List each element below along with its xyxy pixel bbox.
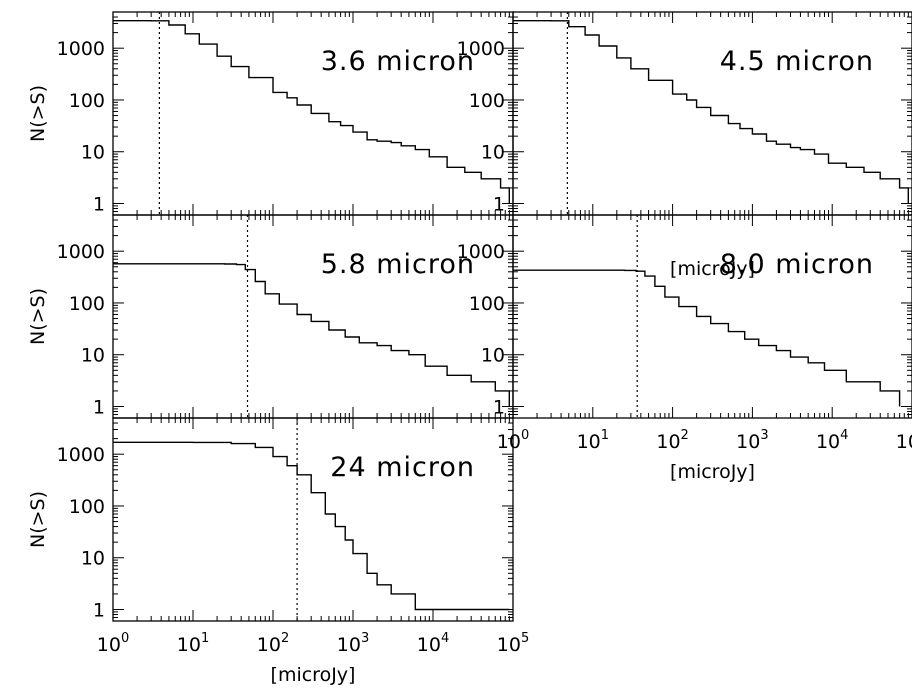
y-tick-label: 1000 [457,241,505,263]
y-tick-label: 100 [69,90,105,112]
cumulative-count-curve [113,441,510,611]
cumulative-count-curve [513,20,909,204]
panel-label: 8.0 micron [720,249,874,280]
y-tick-label: 1 [93,194,105,216]
y-tick-label: 1 [93,397,105,419]
y-tick-label: 1 [493,194,505,216]
y-tick-label: 1000 [457,38,505,60]
x-tick-label: 100 [497,428,529,453]
panel-label: 5.8 micron [321,249,475,280]
x-tick-label: 105 [497,631,529,656]
x-axis-label: [microJy] [670,461,755,483]
y-axis-label: N(>S) [27,288,49,345]
y-tick-label: 100 [69,496,105,518]
plot-frame [112,417,514,622]
plot-frame [112,214,514,419]
y-tick-label: 10 [81,345,105,367]
y-tick-label: 10 [481,142,505,164]
x-axis-label: [microJy] [670,258,755,280]
y-tick-label: 100 [469,293,505,315]
y-tick-label: 1000 [57,241,105,263]
x-tick-label: 105 [896,428,912,453]
plot-frame [512,214,912,419]
panel-8-0: 1101001000100101102103104105[microJy]8.0… [457,214,912,483]
panel-4-5: 1 10 100 1000 [microJy] 4.5 micron [457,11,912,280]
panel-label: 3.6 micron [321,46,475,77]
y-axis-label: N(>S) [27,491,49,548]
cumulative-count-curve [513,269,901,407]
y-tick-label: 100 [69,293,105,315]
y-tick-label: 10 [81,142,105,164]
y-tick-label: 10 [81,548,105,570]
y-tick-label: 100 [469,90,505,112]
cumulative-count-curve [113,263,510,407]
y-tick-label: 1 [93,600,105,622]
panel-5-8: 1 10 100 1000 N(>S) 5.8 micron [27,214,514,419]
y-axis-label: N(>S) [27,85,49,142]
panel-label: 4.5 micron [720,46,874,77]
x-tick-label: 104 [816,428,848,453]
x-tick-label: 104 [417,631,449,656]
panel-24: 1 10 100 1000 N(>S) 100 101 102 103 104 105 [microJ… [27,417,529,686]
x-tick-label: 102 [257,631,289,656]
x-tick-label: 103 [337,631,369,656]
y-tick-label: 10 [481,345,505,367]
y-tick-label: 1000 [57,444,105,466]
x-tick-label: 103 [736,428,768,453]
panel-label: 24 micron [330,452,475,483]
x-tick-label: 100 [97,631,129,656]
x-tick-label: 101 [177,631,209,656]
y-tick-label: 1 [493,397,505,419]
x-tick-label: 102 [656,428,688,453]
cumulative-count-curve [113,20,510,204]
x-axis-label: [microJy] [271,664,356,686]
y-tick-label: 1000 [57,38,105,60]
panel-3-6: 1 10 100 1000 N(>S) 3.6 micron [27,11,514,216]
plot-frame [512,11,912,216]
x-tick-label: 101 [577,428,609,453]
